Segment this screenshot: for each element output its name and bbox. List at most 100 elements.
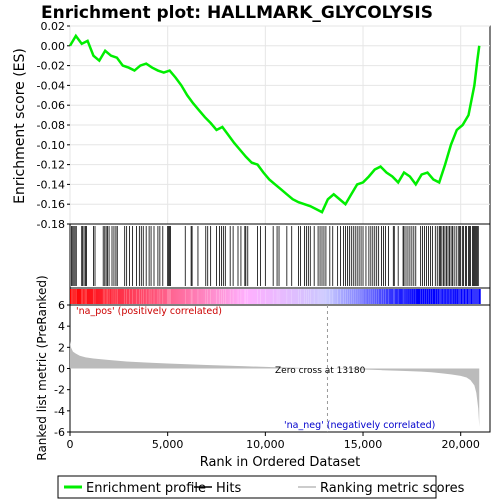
colorbar-stripe [386, 289, 389, 304]
colorbar-stripe [228, 289, 231, 304]
colorbar-stripe [120, 289, 124, 304]
colorbar-stripe [396, 289, 399, 304]
colorbar-stripe [376, 289, 380, 304]
colorbar-stripe [378, 289, 382, 304]
colorbar-stripe [450, 289, 454, 304]
colorbar-stripe [175, 289, 178, 304]
colorbar-stripe [118, 289, 122, 304]
colorbar-stripe [468, 289, 471, 304]
colorbar-stripe [95, 289, 98, 304]
colorbar-stripe [382, 289, 386, 304]
colorbar-stripe [413, 289, 417, 304]
metric-x-tick-label: 10,000 [246, 438, 285, 451]
colorbar-stripe [140, 289, 143, 304]
colorbar-stripe [171, 289, 175, 304]
colorbar-stripe [302, 289, 305, 304]
colorbar-stripe [402, 289, 405, 304]
colorbar-stripe [406, 289, 409, 304]
colorbar-stripe [181, 289, 184, 304]
colorbar-stripe [364, 289, 368, 304]
colorbar-stripe [361, 289, 364, 304]
colorbar-stripe [185, 289, 188, 304]
colorbar-stripe [454, 289, 458, 304]
colorbar-stripe [255, 289, 259, 304]
colorbar-stripe [296, 289, 300, 304]
colorbar-stripe [363, 289, 366, 304]
colorbar-stripe [70, 289, 73, 304]
colorbar-stripe [230, 289, 233, 304]
colorbar-stripe [472, 289, 475, 304]
colorbar-stripe [273, 289, 276, 304]
colorbar-stripe [271, 289, 274, 304]
colorbar-stripe [253, 289, 257, 304]
colorbar-stripe [316, 289, 319, 304]
metric-x-tick-label: 5,000 [152, 438, 184, 451]
colorbar-stripe [435, 289, 438, 304]
colorbar-stripe [308, 289, 311, 304]
colorbar-stripe [398, 289, 401, 304]
metric-x-axis-ticks: 0 5,000 10,000 15,000 20,000 [67, 432, 480, 451]
colorbar-stripe [478, 289, 481, 304]
colorbar-stripe [318, 289, 321, 304]
colorbar-stripe [380, 289, 384, 304]
colorbar-stripe [275, 289, 278, 304]
colorbar-stripe [294, 289, 298, 304]
metric-y-tick-label: 0 [58, 363, 65, 376]
colorbar-stripe [347, 289, 350, 304]
colorbar-stripe [183, 289, 186, 304]
colorbar-stripe [415, 289, 419, 304]
colorbar-stripe [138, 289, 141, 304]
positive-correlation-label: 'na_pos' (positively correlated) [76, 306, 222, 317]
es-y-tick-label: -0.10 [37, 139, 65, 152]
enrichment-profile-line [68, 33, 481, 214]
colorbar-stripe [320, 289, 323, 304]
legend-item-label: Enrichment profile [86, 481, 206, 496]
colorbar-stripe [323, 289, 327, 304]
colorbar-stripe [392, 289, 395, 304]
colorbar-stripe [161, 289, 165, 304]
colorbar-stripe [280, 289, 284, 304]
colorbar-stripe [331, 289, 335, 304]
metric-y-tick-label: 2 [58, 341, 65, 354]
hits-markers [71, 226, 479, 286]
colorbar-stripe [429, 289, 432, 304]
colorbar-stripe [343, 289, 346, 304]
colorbar-stripe [282, 289, 286, 304]
colorbar-stripe [134, 289, 137, 304]
colorbar-stripe [210, 289, 214, 304]
es-y-tick-label: -0.04 [37, 79, 65, 92]
colorbar-stripe [464, 289, 468, 304]
colorbar-stripe [107, 289, 110, 304]
colorbar-stripe [417, 289, 421, 304]
colorbar-stripe [288, 289, 292, 304]
colorbar-stripe [148, 289, 151, 304]
colorbar-stripe [404, 289, 407, 304]
colorbar-stripe [238, 289, 241, 304]
colorbar-stripe [73, 289, 77, 304]
colorbar-stripe [368, 289, 372, 304]
colorbar-stripe [132, 289, 135, 304]
colorbar-stripe [222, 289, 225, 304]
colorbar-stripe [263, 289, 266, 304]
colorbar-stripe [476, 289, 479, 304]
colorbar-stripe [370, 289, 374, 304]
colorbar-stripe [407, 289, 411, 304]
colorbar-stripe [269, 289, 272, 304]
colorbar-stripe [226, 289, 229, 304]
colorbar-stripe [128, 289, 132, 304]
colorbar-stripe [251, 289, 255, 304]
colorbar-stripe [218, 289, 221, 304]
colorbar-stripe [359, 289, 362, 304]
colorbar-stripe [351, 289, 354, 304]
colorbar-stripe [159, 289, 163, 304]
colorbar-stripe [306, 289, 309, 304]
colorbar-stripe [224, 289, 227, 304]
colorbar-stripe [357, 289, 360, 304]
colorbar-stripe [124, 289, 128, 304]
colorbar-stripe [114, 289, 118, 304]
colorbar-stripe [431, 289, 434, 304]
colorbar-stripe [277, 289, 280, 304]
colorbar-stripe [339, 289, 343, 304]
colorbar-stripe [304, 289, 307, 304]
